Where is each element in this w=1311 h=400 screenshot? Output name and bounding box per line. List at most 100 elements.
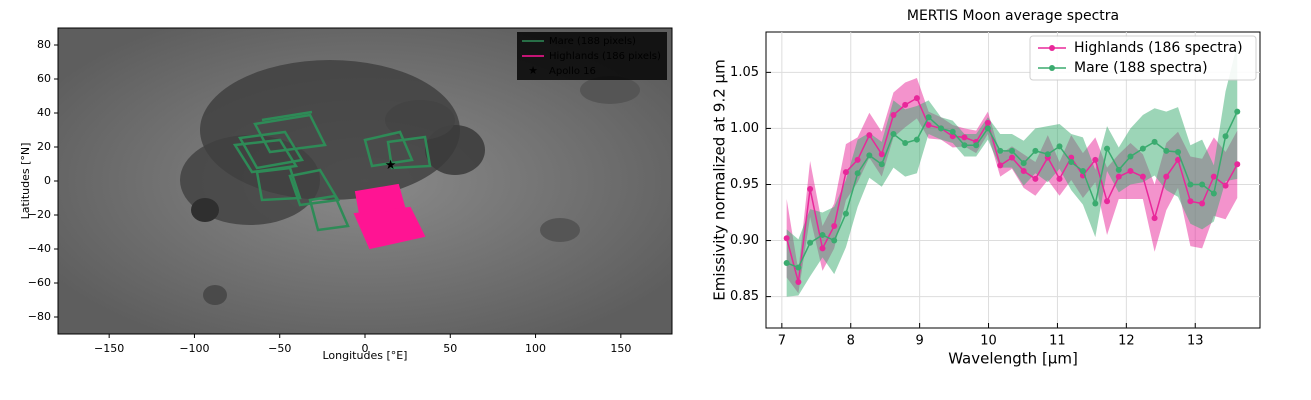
data-point bbox=[1056, 143, 1063, 150]
y-tick-label: 0.90 bbox=[730, 233, 759, 248]
legend-swatch bbox=[1049, 45, 1055, 51]
legend-swatch: ★ bbox=[528, 64, 538, 77]
data-point bbox=[1008, 147, 1015, 154]
data-point bbox=[913, 136, 920, 143]
data-point bbox=[819, 245, 826, 252]
y-tick-label: 20 bbox=[37, 140, 51, 153]
y-tick-label: 40 bbox=[37, 106, 51, 119]
data-point bbox=[1032, 175, 1039, 182]
y-axis-label: Latitudes [°N] bbox=[19, 143, 32, 220]
data-point bbox=[949, 133, 956, 140]
data-point bbox=[1139, 173, 1146, 180]
data-point bbox=[1056, 175, 1063, 182]
map-axes: Longitudes [°E] Latitudes [°N] −150 −100 −… bbox=[19, 32, 667, 362]
data-point bbox=[925, 114, 932, 121]
y-tick-label: −40 bbox=[28, 242, 51, 255]
data-point bbox=[1104, 198, 1111, 205]
data-point bbox=[807, 185, 814, 192]
data-point bbox=[807, 239, 814, 246]
x-tick-label: 8 bbox=[847, 334, 855, 349]
y-tick-label: 80 bbox=[37, 38, 51, 51]
data-point bbox=[1175, 148, 1182, 155]
data-point bbox=[1115, 173, 1122, 180]
data-point bbox=[1222, 182, 1229, 189]
data-point bbox=[854, 156, 861, 163]
legend-label: Highlands (186 pixels) bbox=[549, 51, 661, 62]
x-tick-label: 0 bbox=[362, 342, 369, 355]
x-tick-label: 150 bbox=[610, 342, 631, 355]
data-point bbox=[831, 237, 838, 244]
data-point bbox=[1032, 147, 1039, 154]
data-point bbox=[866, 152, 873, 159]
data-point bbox=[1175, 156, 1182, 163]
data-point bbox=[1068, 159, 1075, 166]
data-point bbox=[854, 170, 861, 177]
x-tick-label: 9 bbox=[916, 334, 924, 349]
y-axis-label: Emissivity normalized at 9.2 µm bbox=[711, 59, 729, 300]
data-point bbox=[961, 134, 968, 141]
y-tick-label: 1.05 bbox=[730, 65, 759, 80]
data-point bbox=[795, 279, 802, 286]
data-point bbox=[1234, 161, 1241, 168]
x-tick-label: −50 bbox=[268, 342, 291, 355]
data-point bbox=[1222, 133, 1229, 140]
x-axis-label: Wavelength [µm] bbox=[948, 350, 1078, 368]
data-point bbox=[1187, 198, 1194, 205]
data-point bbox=[866, 132, 873, 139]
data-point bbox=[878, 151, 885, 158]
data-point bbox=[973, 142, 980, 149]
data-point bbox=[1127, 153, 1134, 160]
apollo-marker: ★ bbox=[385, 158, 397, 173]
y-tick-label: −60 bbox=[28, 276, 51, 289]
data-point bbox=[984, 119, 991, 126]
x-tick-label: 11 bbox=[1049, 334, 1066, 349]
data-point bbox=[1139, 145, 1146, 152]
data-point bbox=[1210, 173, 1217, 180]
data-point bbox=[902, 140, 909, 146]
data-point bbox=[1163, 147, 1170, 154]
data-point bbox=[831, 222, 838, 229]
legend-label: Highlands (186 spectra) bbox=[1074, 40, 1243, 56]
legend-label: Mare (188 pixels) bbox=[549, 36, 636, 47]
spectra-axes: MERTIS Moon average spectra Wavelength [… bbox=[711, 8, 1260, 368]
x-axis-label: Longitudes [°E] bbox=[323, 349, 408, 362]
data-point bbox=[1079, 168, 1086, 175]
x-tick-label: 7 bbox=[778, 334, 786, 349]
plot-frame bbox=[765, 31, 1261, 329]
x-tick-label: −150 bbox=[94, 342, 124, 355]
y-tick-label: −20 bbox=[28, 208, 51, 221]
data-point bbox=[938, 125, 945, 132]
data-point bbox=[795, 264, 802, 271]
data-point bbox=[1187, 181, 1194, 188]
data-point bbox=[949, 128, 956, 135]
x-tick-label: 100 bbox=[525, 342, 546, 355]
data-point bbox=[984, 125, 991, 132]
data-point bbox=[1199, 200, 1206, 207]
data-point bbox=[1044, 151, 1051, 158]
data-point bbox=[1115, 166, 1122, 173]
y-tick-label: 0.95 bbox=[730, 177, 759, 192]
data-point bbox=[1092, 200, 1099, 207]
data-point bbox=[1151, 215, 1158, 222]
x-tick-label: 50 bbox=[443, 342, 457, 355]
data-point bbox=[902, 101, 909, 108]
y-tick-label: 0 bbox=[44, 174, 51, 187]
legend-label: Apollo 16 bbox=[549, 66, 596, 77]
y-tick-label: −80 bbox=[28, 310, 51, 323]
data-point bbox=[961, 142, 968, 149]
legend-swatch bbox=[1049, 65, 1055, 71]
data-point bbox=[1151, 138, 1158, 145]
y-tick-label: 60 bbox=[37, 72, 51, 85]
data-point bbox=[842, 169, 849, 176]
y-tick-label: 0.85 bbox=[730, 289, 759, 304]
legend-box bbox=[1029, 35, 1257, 81]
data-point bbox=[842, 210, 849, 217]
x-tick-label: 13 bbox=[1187, 334, 1204, 349]
data-point bbox=[1127, 168, 1134, 175]
data-point bbox=[783, 259, 790, 266]
data-point bbox=[890, 111, 897, 118]
data-point bbox=[890, 131, 897, 138]
data-point bbox=[878, 161, 885, 168]
data-point bbox=[997, 162, 1004, 169]
error-band bbox=[786, 44, 1238, 297]
